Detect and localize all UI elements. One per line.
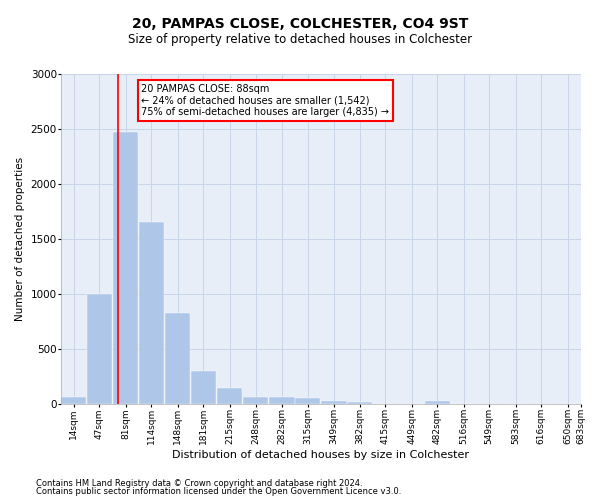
Text: Contains public sector information licensed under the Open Government Licence v3: Contains public sector information licen… [36, 487, 401, 496]
Bar [113, 132, 139, 404]
Bar [61, 398, 86, 404]
Y-axis label: Number of detached properties: Number of detached properties [15, 157, 25, 321]
Bar [191, 371, 216, 404]
Text: Contains HM Land Registry data © Crown copyright and database right 2024.: Contains HM Land Registry data © Crown c… [36, 478, 362, 488]
Bar [347, 402, 372, 404]
Bar [295, 398, 320, 404]
Bar [165, 312, 190, 404]
Bar [139, 222, 164, 404]
Bar [322, 400, 347, 404]
Bar [87, 294, 112, 404]
Text: 20, PAMPAS CLOSE, COLCHESTER, CO4 9ST: 20, PAMPAS CLOSE, COLCHESTER, CO4 9ST [132, 18, 468, 32]
Text: 20 PAMPAS CLOSE: 88sqm
← 24% of detached houses are smaller (1,542)
75% of semi-: 20 PAMPAS CLOSE: 88sqm ← 24% of detached… [142, 84, 389, 117]
Text: Size of property relative to detached houses in Colchester: Size of property relative to detached ho… [128, 32, 472, 46]
Bar [425, 400, 450, 404]
X-axis label: Distribution of detached houses by size in Colchester: Distribution of detached houses by size … [172, 450, 469, 460]
Bar [243, 398, 268, 404]
Bar [269, 398, 295, 404]
Bar [217, 388, 242, 404]
